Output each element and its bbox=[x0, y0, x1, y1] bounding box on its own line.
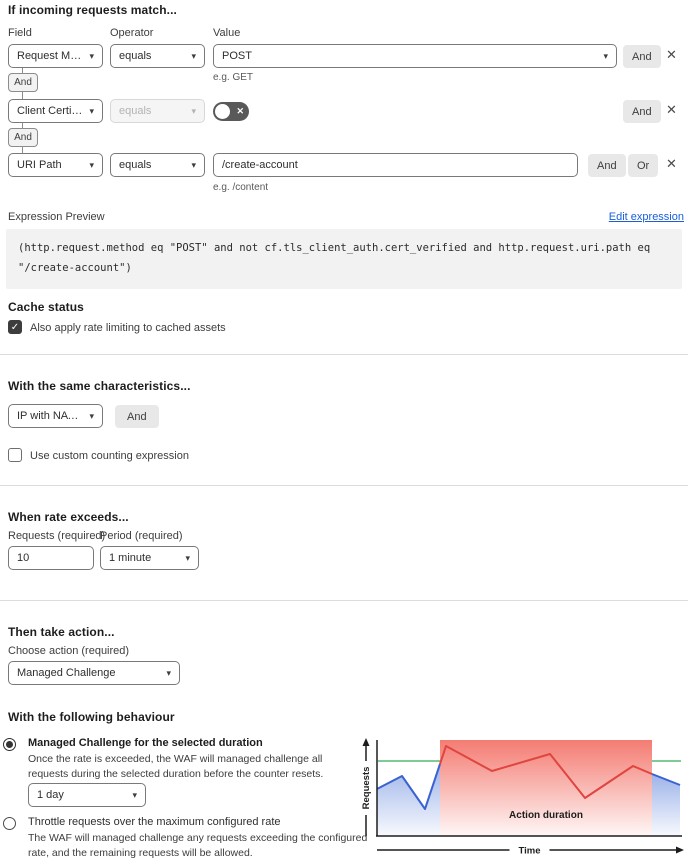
value-select-row1[interactable]: POST ▾ bbox=[213, 44, 617, 68]
chevron-down-icon: ▾ bbox=[191, 50, 196, 61]
expression-code: (http.request.method eq "POST" and not c… bbox=[6, 229, 682, 289]
section-divider bbox=[0, 485, 688, 486]
and-connector-2: And bbox=[8, 128, 38, 147]
operator-select-row1[interactable]: equals ▾ bbox=[110, 44, 205, 68]
characteristics-and-button[interactable]: And bbox=[115, 405, 159, 428]
chevron-down-icon: ▾ bbox=[603, 50, 608, 61]
section-title-cache: Cache status bbox=[8, 300, 84, 314]
requests-input[interactable] bbox=[8, 546, 94, 570]
field-select-row1[interactable]: Request Meth... ▾ bbox=[8, 44, 103, 68]
behaviour-option2-label: Throttle requests over the maximum confi… bbox=[28, 816, 281, 828]
or-button-row3[interactable]: Or bbox=[628, 154, 659, 177]
value-input-row3[interactable] bbox=[213, 153, 578, 177]
toggle-knob bbox=[215, 104, 230, 119]
chevron-down-icon: ▾ bbox=[89, 159, 94, 170]
requests-label: Requests (required) bbox=[8, 530, 106, 542]
svg-text:Action duration: Action duration bbox=[509, 810, 583, 821]
chevron-down-icon: ▾ bbox=[89, 105, 94, 116]
svg-text:Time: Time bbox=[518, 846, 540, 857]
and-button-row1[interactable]: And bbox=[623, 45, 661, 68]
value-hint-row3: e.g. /content bbox=[213, 182, 269, 193]
period-label: Period (required) bbox=[100, 530, 183, 542]
operator-select-row1-value: equals bbox=[119, 50, 152, 62]
chevron-down-icon: ▾ bbox=[89, 50, 94, 61]
remove-condition-icon-row3[interactable]: ✕ bbox=[666, 156, 677, 171]
chevron-down-icon: ▾ bbox=[132, 789, 137, 800]
section-divider bbox=[0, 354, 688, 355]
duration-select[interactable]: 1 day ▾ bbox=[28, 783, 146, 807]
remove-condition-icon-row2[interactable]: ✕ bbox=[666, 102, 677, 117]
operator-select-row3-value: equals bbox=[119, 159, 152, 171]
expression-preview-label: Expression Preview bbox=[8, 211, 105, 223]
and-button-row2[interactable]: And bbox=[623, 100, 661, 123]
field-select-row3-value: URI Path bbox=[17, 159, 62, 171]
column-label-operator: Operator bbox=[110, 27, 154, 39]
section-divider bbox=[0, 600, 688, 601]
chevron-down-icon: ▾ bbox=[89, 410, 94, 421]
behaviour-chart-svg: Action duration Requests Time bbox=[361, 738, 684, 857]
check-icon: ✓ bbox=[10, 321, 20, 333]
behaviour-option1-label: Managed Challenge for the selected durat… bbox=[28, 737, 263, 749]
behaviour-option2-desc: The WAF will managed challenge any reque… bbox=[28, 832, 368, 859]
svg-text:Requests: Requests bbox=[361, 767, 372, 810]
column-label-field: Field bbox=[8, 27, 32, 39]
period-select-value: 1 minute bbox=[109, 552, 152, 564]
and-connector-1: And bbox=[8, 73, 38, 92]
characteristics-select[interactable]: IP with NAT s... ▾ bbox=[8, 404, 103, 428]
column-label-value: Value bbox=[213, 27, 241, 39]
behaviour-radio-duration[interactable] bbox=[3, 738, 16, 751]
operator-select-row2: equals ▾ bbox=[110, 99, 205, 123]
operator-select-row2-value: equals bbox=[119, 105, 152, 117]
choose-action-label: Choose action (required) bbox=[8, 645, 130, 657]
cert-verified-toggle[interactable]: ✕ bbox=[213, 102, 249, 121]
characteristics-select-value: IP with NAT s... bbox=[17, 410, 83, 422]
field-select-row3[interactable]: URI Path ▾ bbox=[8, 153, 103, 177]
section-title-rate: When rate exceeds... bbox=[8, 510, 129, 524]
remove-condition-icon-row1[interactable]: ✕ bbox=[666, 47, 677, 62]
field-select-row2[interactable]: Client Certific... ▾ bbox=[8, 99, 103, 123]
toggle-x-icon: ✕ bbox=[236, 106, 244, 116]
cached-assets-checkbox[interactable]: ✓ bbox=[8, 320, 22, 334]
period-select[interactable]: 1 minute ▾ bbox=[100, 546, 199, 570]
value-hint-row1: e.g. GET bbox=[213, 72, 254, 83]
custom-counting-checkbox[interactable] bbox=[8, 448, 22, 462]
section-title-action: Then take action... bbox=[8, 625, 115, 639]
chevron-down-icon: ▾ bbox=[166, 667, 171, 678]
behaviour-chart: Action duration Requests Time bbox=[358, 733, 688, 865]
duration-select-value: 1 day bbox=[37, 789, 64, 801]
chevron-down-icon: ▾ bbox=[191, 159, 196, 170]
and-button-row3[interactable]: And bbox=[588, 154, 626, 177]
operator-select-row3[interactable]: equals ▾ bbox=[110, 153, 205, 177]
section-title-characteristics: With the same characteristics... bbox=[8, 379, 191, 393]
section-title-behaviour: With the following behaviour bbox=[8, 710, 175, 724]
value-select-row1-value: POST bbox=[222, 50, 252, 62]
section-title-match: If incoming requests match... bbox=[8, 3, 177, 17]
field-select-row2-value: Client Certific... bbox=[17, 105, 83, 117]
chevron-down-icon: ▾ bbox=[191, 105, 196, 116]
chevron-down-icon: ▾ bbox=[185, 552, 190, 563]
field-select-row1-value: Request Meth... bbox=[17, 50, 83, 62]
edit-expression-link[interactable]: Edit expression bbox=[608, 211, 684, 223]
behaviour-radio-throttle[interactable] bbox=[3, 817, 16, 830]
custom-counting-label: Use custom counting expression bbox=[30, 450, 189, 462]
action-select-value: Managed Challenge bbox=[17, 667, 116, 679]
action-select[interactable]: Managed Challenge ▾ bbox=[8, 661, 180, 685]
cached-assets-label: Also apply rate limiting to cached asset… bbox=[30, 322, 226, 334]
behaviour-option1-desc: Once the rate is exceeded, the WAF will … bbox=[28, 753, 324, 780]
